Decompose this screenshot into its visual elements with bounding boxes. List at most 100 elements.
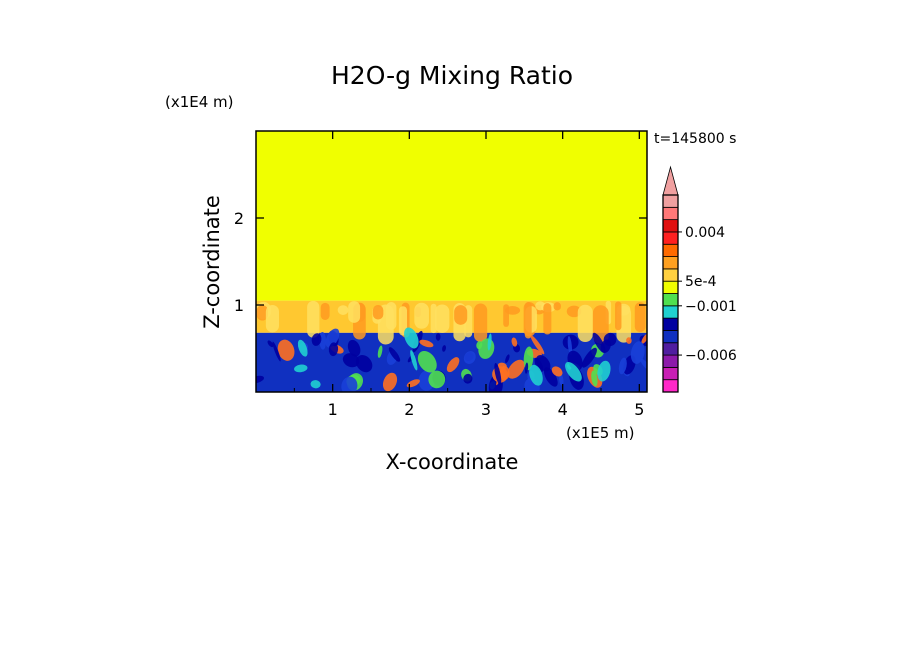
texture-eddy <box>463 351 476 364</box>
texture-eddy <box>355 354 373 373</box>
colorbar-swatch <box>662 317 679 331</box>
texture-eddy <box>597 360 611 382</box>
x-tick-label: 4 <box>558 400 568 419</box>
colorbar-swatch <box>662 243 679 257</box>
y-tick-label: 1 <box>234 296 244 315</box>
texture-streak <box>615 301 622 331</box>
colorbar-swatch <box>662 366 679 381</box>
texture-eddy <box>341 376 358 392</box>
texture-streak <box>337 305 349 315</box>
x-tick-label: 5 <box>634 400 644 419</box>
y-tick-label: 2 <box>234 209 244 228</box>
x-axis-label: X-coordinate <box>386 450 519 474</box>
y-scale-label: (x1E4 m) <box>165 93 234 111</box>
x-tick-label: 1 <box>328 400 338 419</box>
plot-frame <box>255 130 648 393</box>
texture-eddy <box>417 350 437 373</box>
texture-eddy <box>476 341 483 350</box>
colorbar: 0.004 5e-4 −0.001 −0.006 <box>662 165 737 393</box>
colorbar-label: 5e-4 <box>685 274 717 290</box>
colorbar-swatch <box>662 231 679 245</box>
texture-eddy <box>543 367 558 387</box>
texture-streak <box>372 304 384 320</box>
texture-eddy <box>565 362 582 382</box>
texture-eddy <box>442 345 446 352</box>
texture-streak <box>543 303 552 335</box>
texture-eddy <box>559 374 564 386</box>
texture-eddy <box>267 340 274 348</box>
colorbar-swatch <box>662 256 679 270</box>
plot-area <box>256 131 647 392</box>
colorbar-label: −0.006 <box>685 348 737 364</box>
chart-title: H2O-g Mixing Ratio <box>331 61 573 90</box>
colorbar-swatch <box>662 293 679 307</box>
texture-streak <box>414 302 429 329</box>
texture-eddy <box>536 354 551 372</box>
texture-eddy <box>487 333 492 351</box>
colorbar-swatch <box>662 268 679 282</box>
texture-eddy <box>463 373 473 384</box>
colorbar-swatch <box>662 330 679 344</box>
texture-streak <box>320 302 330 320</box>
texture-eddy <box>591 370 598 387</box>
field-region-upper <box>256 131 647 301</box>
colorbar-swatch <box>662 194 679 208</box>
texture-eddy <box>530 335 545 355</box>
texture-eddy <box>406 379 420 388</box>
colorbar-swatch <box>662 206 679 221</box>
time-label: t=145800 s <box>654 131 736 147</box>
x-tick-label: 2 <box>404 400 414 419</box>
texture-eddy <box>428 370 446 389</box>
texture-eddy <box>640 358 647 371</box>
texture-eddy <box>404 327 419 349</box>
x-tick-label: 3 <box>481 400 491 419</box>
texture-eddy <box>551 366 563 377</box>
texture-eddy <box>511 337 518 347</box>
texture-eddy <box>505 354 510 364</box>
colorbar-swatch <box>662 280 679 294</box>
texture-streak <box>535 301 546 311</box>
texture-eddy <box>410 350 418 371</box>
colorbar-swatch <box>662 219 679 233</box>
texture-eddy <box>618 357 627 375</box>
texture-streak <box>473 303 488 342</box>
texture-eddy <box>446 357 460 373</box>
colorbar-label: −0.001 <box>685 299 737 315</box>
colorbar-swatch <box>662 342 679 356</box>
texture-eddy <box>529 364 543 386</box>
texture-streak <box>505 306 521 315</box>
texture-eddy <box>626 337 632 344</box>
texture-streak <box>265 304 280 333</box>
texture-eddy <box>342 353 360 368</box>
x-axis: 1 2 3 4 5 <box>293 131 644 419</box>
texture-eddy <box>497 362 507 370</box>
texture-streak <box>307 300 320 338</box>
texture-eddy <box>581 347 597 368</box>
y-axis: 12 <box>234 209 647 315</box>
texture-eddy <box>567 336 573 356</box>
texture-eddy <box>294 364 308 373</box>
colorbar-frame <box>662 194 679 393</box>
texture-streak <box>577 304 593 343</box>
texture-eddy <box>419 339 434 348</box>
texture-eddy <box>347 339 361 357</box>
colorbar-label: 0.004 <box>685 225 725 241</box>
texture-eddy <box>494 362 502 385</box>
texture-eddy <box>377 345 383 358</box>
texture-eddy <box>311 333 322 346</box>
texture-streak <box>256 305 269 321</box>
texture-streak <box>454 305 468 325</box>
texture-eddy <box>310 380 321 389</box>
texture-eddy <box>382 372 398 392</box>
texture-streak <box>398 306 408 336</box>
texture-eddy <box>272 341 281 362</box>
texture-streak <box>566 305 582 318</box>
texture-streak <box>634 302 646 333</box>
texture-eddy <box>507 359 525 379</box>
y-axis-label: Z-coordinate <box>200 195 224 329</box>
x-scale-label: (x1E5 m) <box>566 424 635 442</box>
texture-eddy <box>435 333 441 341</box>
colorbar-swatch <box>662 379 679 393</box>
texture-eddy <box>388 347 401 362</box>
